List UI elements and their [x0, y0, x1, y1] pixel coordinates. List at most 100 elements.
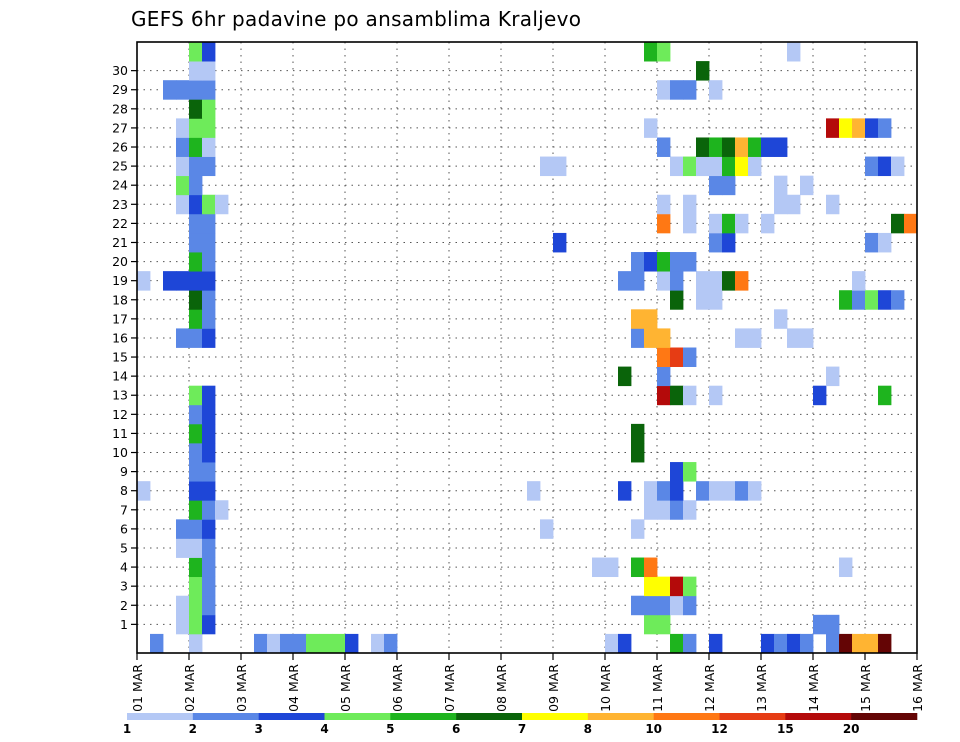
heatmap-cell — [176, 194, 190, 215]
colorbar-swatch — [719, 713, 786, 720]
heatmap-cell — [787, 633, 801, 654]
heatmap-cell — [332, 633, 346, 654]
heatmap-cell — [644, 557, 658, 578]
heatmap-cell — [878, 156, 892, 177]
y-tick-label: 12 — [112, 407, 128, 422]
x-tick-label: 07 MAR — [442, 664, 457, 712]
heatmap-cell — [202, 519, 216, 539]
heatmap-cell — [267, 633, 281, 654]
heatmap-cell — [137, 271, 151, 291]
heatmap-cell — [865, 232, 879, 253]
heatmap-cell — [189, 80, 203, 100]
heatmap-cell — [878, 385, 892, 406]
heatmap-cell — [826, 118, 840, 138]
heatmap-cell — [709, 232, 723, 253]
heatmap-cell — [215, 500, 229, 520]
heatmap-cell — [722, 213, 736, 234]
y-tick-label: 13 — [112, 388, 128, 403]
heatmap-cell — [202, 156, 216, 177]
heatmap-cell — [189, 118, 203, 138]
heatmap-cell — [683, 462, 697, 482]
heatmap-cell — [644, 481, 658, 501]
heatmap-cell — [319, 633, 333, 654]
heatmap-cell — [189, 500, 203, 520]
y-tick-label: 25 — [112, 159, 128, 174]
x-tick-label: 08 MAR — [494, 664, 509, 712]
heatmap-cell — [644, 252, 658, 272]
heatmap-cell — [202, 99, 216, 119]
y-tick-label: 10 — [112, 445, 128, 460]
heatmap-cell — [774, 309, 788, 329]
heatmap-cell — [631, 557, 645, 578]
heatmap-cell — [176, 595, 190, 616]
heatmap-cell — [709, 385, 723, 406]
colorbar-swatch — [390, 713, 457, 720]
heatmap-cell — [306, 633, 320, 654]
colorbar-swatch — [785, 713, 852, 720]
heatmap-cell — [176, 175, 190, 196]
heatmap-cell — [670, 347, 684, 367]
heatmap-cell — [202, 118, 216, 138]
heatmap-cell — [189, 61, 203, 81]
heatmap-cell — [631, 442, 645, 463]
heatmap-cell — [696, 156, 710, 177]
heatmap-cell — [826, 633, 840, 654]
heatmap-cell — [722, 175, 736, 196]
y-tick-label: 6 — [120, 521, 128, 536]
heatmap-cell — [605, 633, 619, 654]
heatmap-cell — [176, 137, 190, 157]
heatmap-cell — [605, 557, 619, 578]
heatmap-cell — [189, 309, 203, 329]
heatmap-cells — [137, 42, 918, 654]
heatmap-cell — [189, 213, 203, 234]
heatmap-cell — [800, 175, 814, 196]
heatmap-cell — [371, 633, 385, 654]
heatmap-cell — [696, 137, 710, 157]
heatmap-cell — [839, 633, 853, 654]
heatmap-cell — [709, 175, 723, 196]
heatmap-cell — [735, 156, 749, 177]
heatmap-cell — [644, 500, 658, 520]
heatmap-cell — [852, 271, 866, 291]
y-tick-label: 11 — [112, 426, 128, 441]
colorbar-legend: 1 2 3 4 5 6 7 8 10 12 15 20 — [123, 713, 918, 736]
heatmap-cell — [657, 595, 671, 616]
heatmap-cell — [150, 633, 164, 654]
heatmap-cell — [735, 328, 749, 348]
heatmap-cell — [202, 423, 216, 444]
heatmap-cell — [813, 614, 827, 635]
x-axis: 01 MAR 02 MAR 03 MAR 04 MAR 05 MAR 06 MAR 07 M… — [130, 653, 925, 712]
heatmap-cell — [683, 595, 697, 616]
heatmap-cell — [735, 213, 749, 234]
heatmap-cell — [189, 175, 203, 196]
heatmap-cell — [202, 557, 216, 578]
heatmap-cell — [657, 213, 671, 234]
heatmap-cell — [865, 290, 879, 310]
heatmap-cell — [787, 328, 801, 348]
heatmap-cell — [722, 137, 736, 157]
heatmap-cell — [202, 213, 216, 234]
x-tick-label: 01 MAR — [130, 664, 145, 712]
heatmap-cell — [800, 328, 814, 348]
colorbar-label: 20 — [843, 722, 860, 736]
heatmap-cell — [735, 137, 749, 157]
heatmap-cell — [631, 595, 645, 616]
heatmap-cell — [657, 252, 671, 272]
heatmap-cell — [189, 271, 203, 291]
heatmap-cell — [865, 118, 879, 138]
heatmap-cell — [202, 271, 216, 291]
y-tick-label: 24 — [112, 178, 128, 193]
heatmap-cell — [202, 500, 216, 520]
heatmap-cell — [176, 118, 190, 138]
x-tick-label: 13 MAR — [754, 664, 769, 712]
heatmap-cell — [683, 213, 697, 234]
heatmap-cell — [189, 576, 203, 597]
heatmap-cell — [189, 385, 203, 406]
heatmap-cell — [644, 309, 658, 329]
heatmap-cell — [878, 118, 892, 138]
heatmap-cell — [202, 614, 216, 635]
heatmap-cell — [189, 481, 203, 501]
heatmap-cell — [800, 633, 814, 654]
colorbar-label: 6 — [452, 722, 460, 736]
heatmap-cell — [774, 194, 788, 215]
